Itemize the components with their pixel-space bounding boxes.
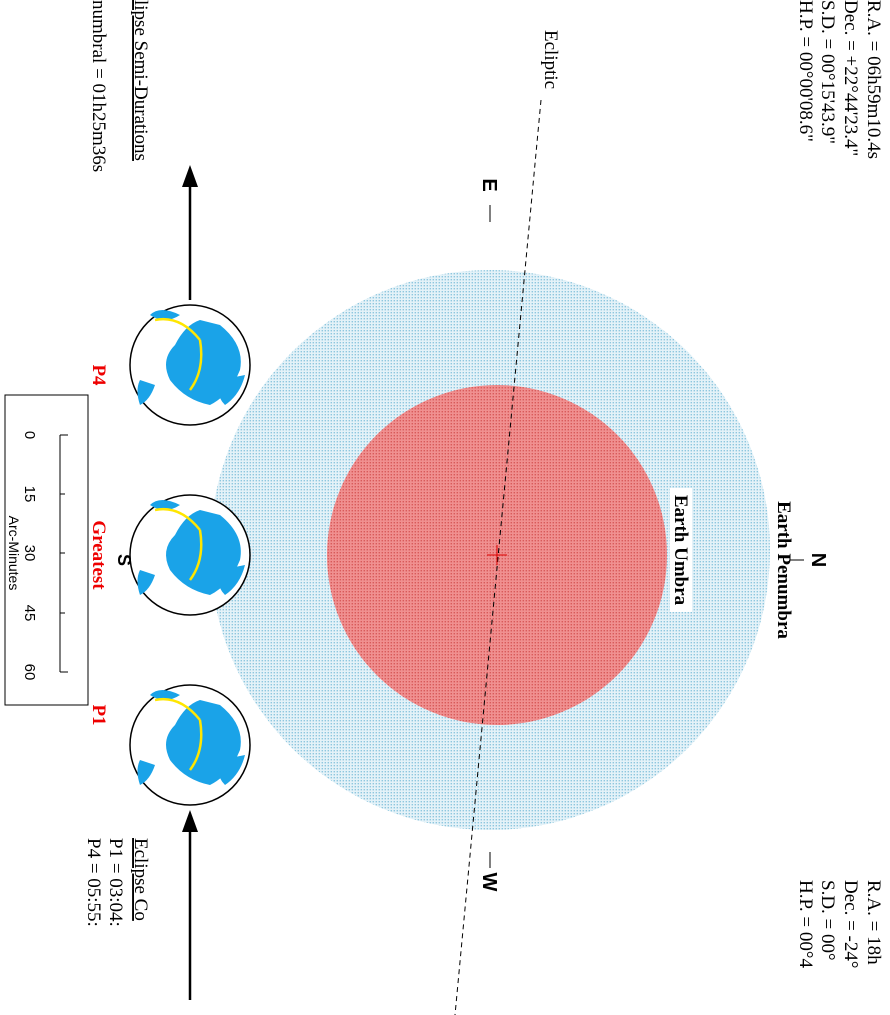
ecliptic-line [454,99,542,1015]
shadow-ephemeris: Dec. = -24° [840,880,861,968]
contacts-title: Eclipse Co [130,838,151,921]
scale-box [4,394,89,706]
scale-tick-label: 45 [21,605,38,622]
north-label: N [807,553,829,567]
scale-tick-label: 30 [21,545,38,562]
shadow-ephemeris: R.A. = 18h [863,880,884,965]
umbra-label: Earth Umbra [670,495,691,606]
penumbra-label: Earth Penumbra [773,501,794,639]
contact-line: P4 = 05:55: [83,838,104,927]
moon-p4 [128,303,252,427]
scale-tick-label: 0 [21,431,38,439]
center-cross [487,545,507,565]
moon-label: Greatest [88,520,109,590]
east-label: E [478,178,500,191]
shadow-ephemeris: H.P. = 00°4 [795,880,816,968]
umbra-label-bg [670,488,692,612]
rotated-plate: Ecliptic R.A. = 06h59m10.4s Dec. = +22°4… [4,0,884,1015]
ecliptic-label: Ecliptic [540,30,561,89]
moon-label: P4 [88,364,109,386]
south-label: S [114,554,134,566]
scale-unit: Arc-Minutes [6,516,22,591]
west-label: W [478,873,500,892]
scale-tick-label: 60 [21,664,38,681]
semi-durations-title: lipse Semi-Durations [130,0,151,161]
moon-greatest [128,493,252,617]
scale-ruler [59,434,68,673]
moon-ephemeris: H.P. = 00°00'08.6" [795,0,816,142]
moon-ephemeris: S.D. = 00°15'43.9" [817,0,838,144]
moon-label: P1 [88,704,109,725]
moon-ephemeris: R.A. = 06h59m10.4s [863,0,884,159]
moon-p1 [128,683,252,807]
semi-duration-line: numbral = 01h25m36s [88,0,109,172]
shadow-ephemeris: S.D. = 00° [817,880,838,961]
scale-tick-label: 15 [21,486,38,503]
moon-ephemeris: Dec. = +22°44'23.4" [840,0,861,156]
contact-line: P1 = 03:04: [105,838,126,927]
